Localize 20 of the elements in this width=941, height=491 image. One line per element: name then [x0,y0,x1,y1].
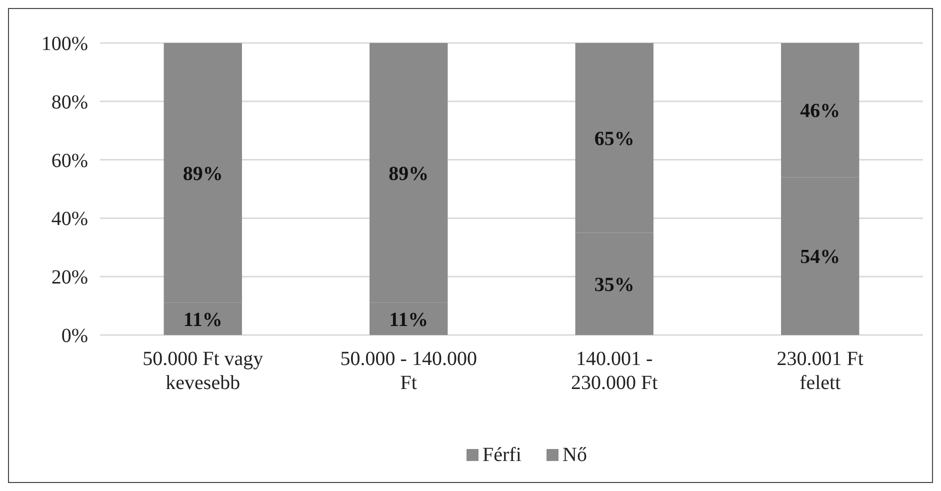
legend-label: Nő [562,444,587,466]
legend-label: Férfi [482,444,522,466]
y-tick-label: 0% [61,325,88,347]
x-tick-label: 230.001 Ft felett [776,348,864,394]
y-tick-label: 80% [51,91,88,114]
data-label: 11% [183,308,222,331]
y-tick-label: 60% [51,150,88,172]
x-tick-label: 140.001 - 230.000 Ft [571,348,658,394]
y-tick-label: 40% [51,208,88,230]
y-tick-label: 100% [41,33,88,55]
data-label: 89% [182,162,223,185]
data-label: 89% [388,162,429,185]
x-tick-label: 50.000 Ft vagy kevesebb [142,348,264,394]
y-tick-label: 20% [51,266,88,289]
data-label: 54% [800,246,840,268]
data-label: 65% [594,128,634,150]
data-label: 35% [594,274,634,296]
data-label: 46% [800,100,840,122]
x-tick-label: 50.000 - 140.000 Ft [340,348,477,394]
data-label: 11% [389,308,428,331]
